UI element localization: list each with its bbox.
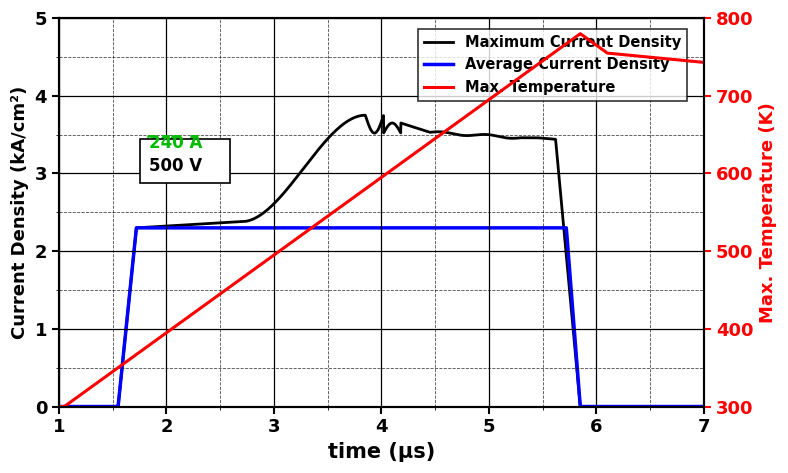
Max. Temperature	[54, 403, 64, 409]
Line: Average Current Density: Average Current Density	[59, 228, 704, 406]
Line: Maximum Current Density: Maximum Current Density	[59, 115, 704, 406]
Average Current Density	[617, 403, 626, 409]
FancyBboxPatch shape	[139, 139, 230, 183]
Average Current Density	[132, 225, 141, 231]
Y-axis label: Current Density (kA/cm²): Current Density (kA/cm²)	[11, 86, 29, 339]
Text: 240 A: 240 A	[149, 134, 203, 152]
Max. Temperature	[617, 52, 626, 57]
Legend: Maximum Current Density, Average Current Density, Max. Temperature: Maximum Current Density, Average Current…	[418, 29, 687, 101]
Maximum Current Density	[360, 113, 370, 118]
Line: Max. Temperature: Max. Temperature	[59, 34, 704, 406]
Average Current Density	[54, 403, 64, 409]
Maximum Current Density	[128, 263, 137, 268]
Maximum Current Density	[686, 403, 696, 409]
Max. Temperature	[128, 354, 137, 360]
Average Current Density	[699, 403, 708, 409]
Max. Temperature	[166, 327, 176, 333]
Average Current Density	[686, 403, 696, 409]
Maximum Current Density	[166, 223, 176, 228]
Maximum Current Density	[617, 403, 626, 409]
Max. Temperature	[329, 209, 339, 214]
X-axis label: time (μs): time (μs)	[328, 442, 435, 462]
Max. Temperature	[686, 58, 696, 64]
Average Current Density	[329, 225, 339, 231]
Average Current Density	[166, 225, 176, 231]
Maximum Current Density	[329, 129, 339, 135]
Text: 500 V: 500 V	[149, 158, 203, 175]
Max. Temperature	[699, 60, 708, 65]
Maximum Current Density	[54, 403, 64, 409]
Average Current Density	[128, 263, 137, 268]
Max. Temperature	[575, 31, 585, 36]
Text: 240 A: 240 A	[146, 134, 199, 152]
Average Current Density	[302, 225, 311, 231]
Y-axis label: Max. Temperature (K): Max. Temperature (K)	[759, 102, 777, 323]
Maximum Current Density	[699, 403, 708, 409]
Max. Temperature	[302, 229, 311, 235]
Text: 500 V: 500 V	[146, 158, 199, 175]
Maximum Current Density	[302, 162, 311, 168]
